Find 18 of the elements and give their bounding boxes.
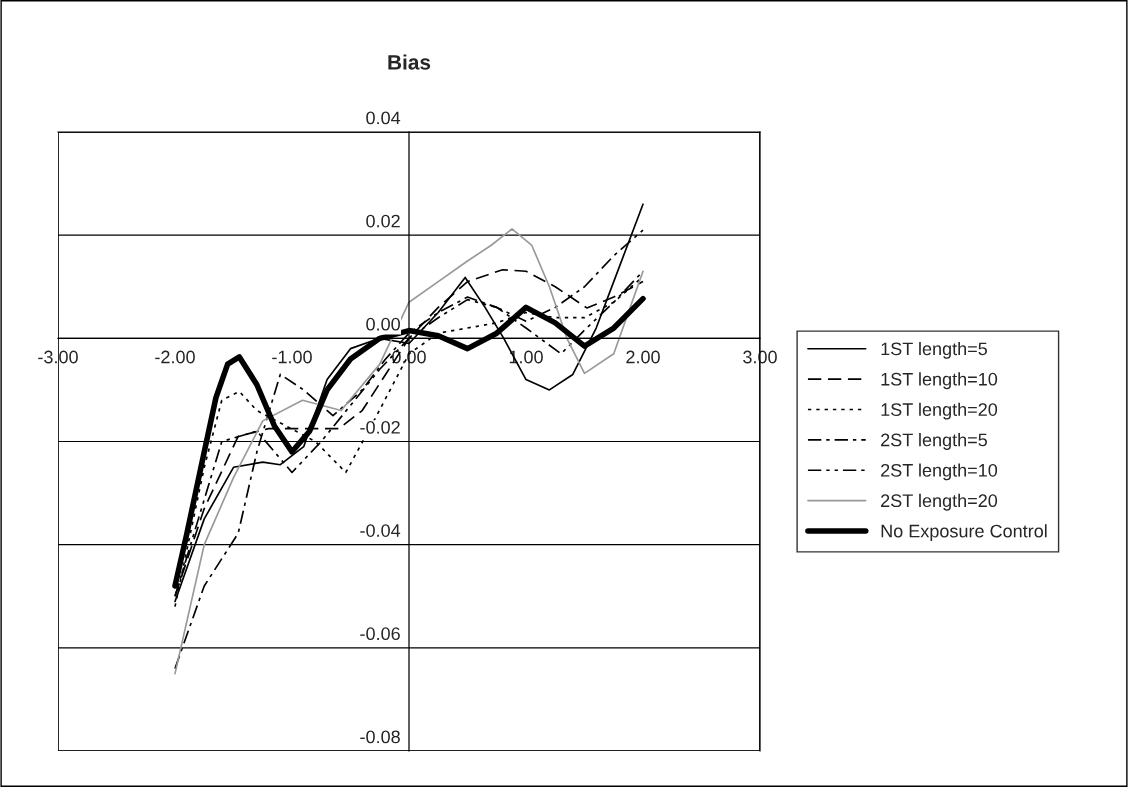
x-tick-label: 2.00 — [626, 350, 660, 364]
y-tick-label: -0.08 — [360, 730, 400, 744]
y-tick-label: -0.04 — [360, 524, 401, 537]
y-tick-label: 0.00 — [366, 317, 400, 331]
y-tick-label: 0.04 — [366, 111, 401, 125]
legend-label: 2ST length=10 — [881, 463, 998, 481]
legend-label: 2ST length=20 — [881, 493, 998, 511]
legend-label: 1ST length=10 — [881, 372, 998, 390]
legend-label: 2ST length=5 — [881, 433, 987, 450]
y-tick-label: -0.06 — [360, 627, 400, 641]
y-tick-label: -0.02 — [360, 420, 400, 434]
legend-label: 1ST length=5 — [881, 341, 987, 359]
x-tick-label: -2.00 — [155, 350, 195, 364]
chart-title: Bias — [388, 54, 431, 70]
legend-label: 1ST length=20 — [881, 402, 998, 420]
y-tick-label: 0.02 — [366, 214, 400, 228]
legend-label: No Exposure Control — [881, 524, 1047, 542]
x-tick-label: -1.00 — [272, 350, 312, 364]
